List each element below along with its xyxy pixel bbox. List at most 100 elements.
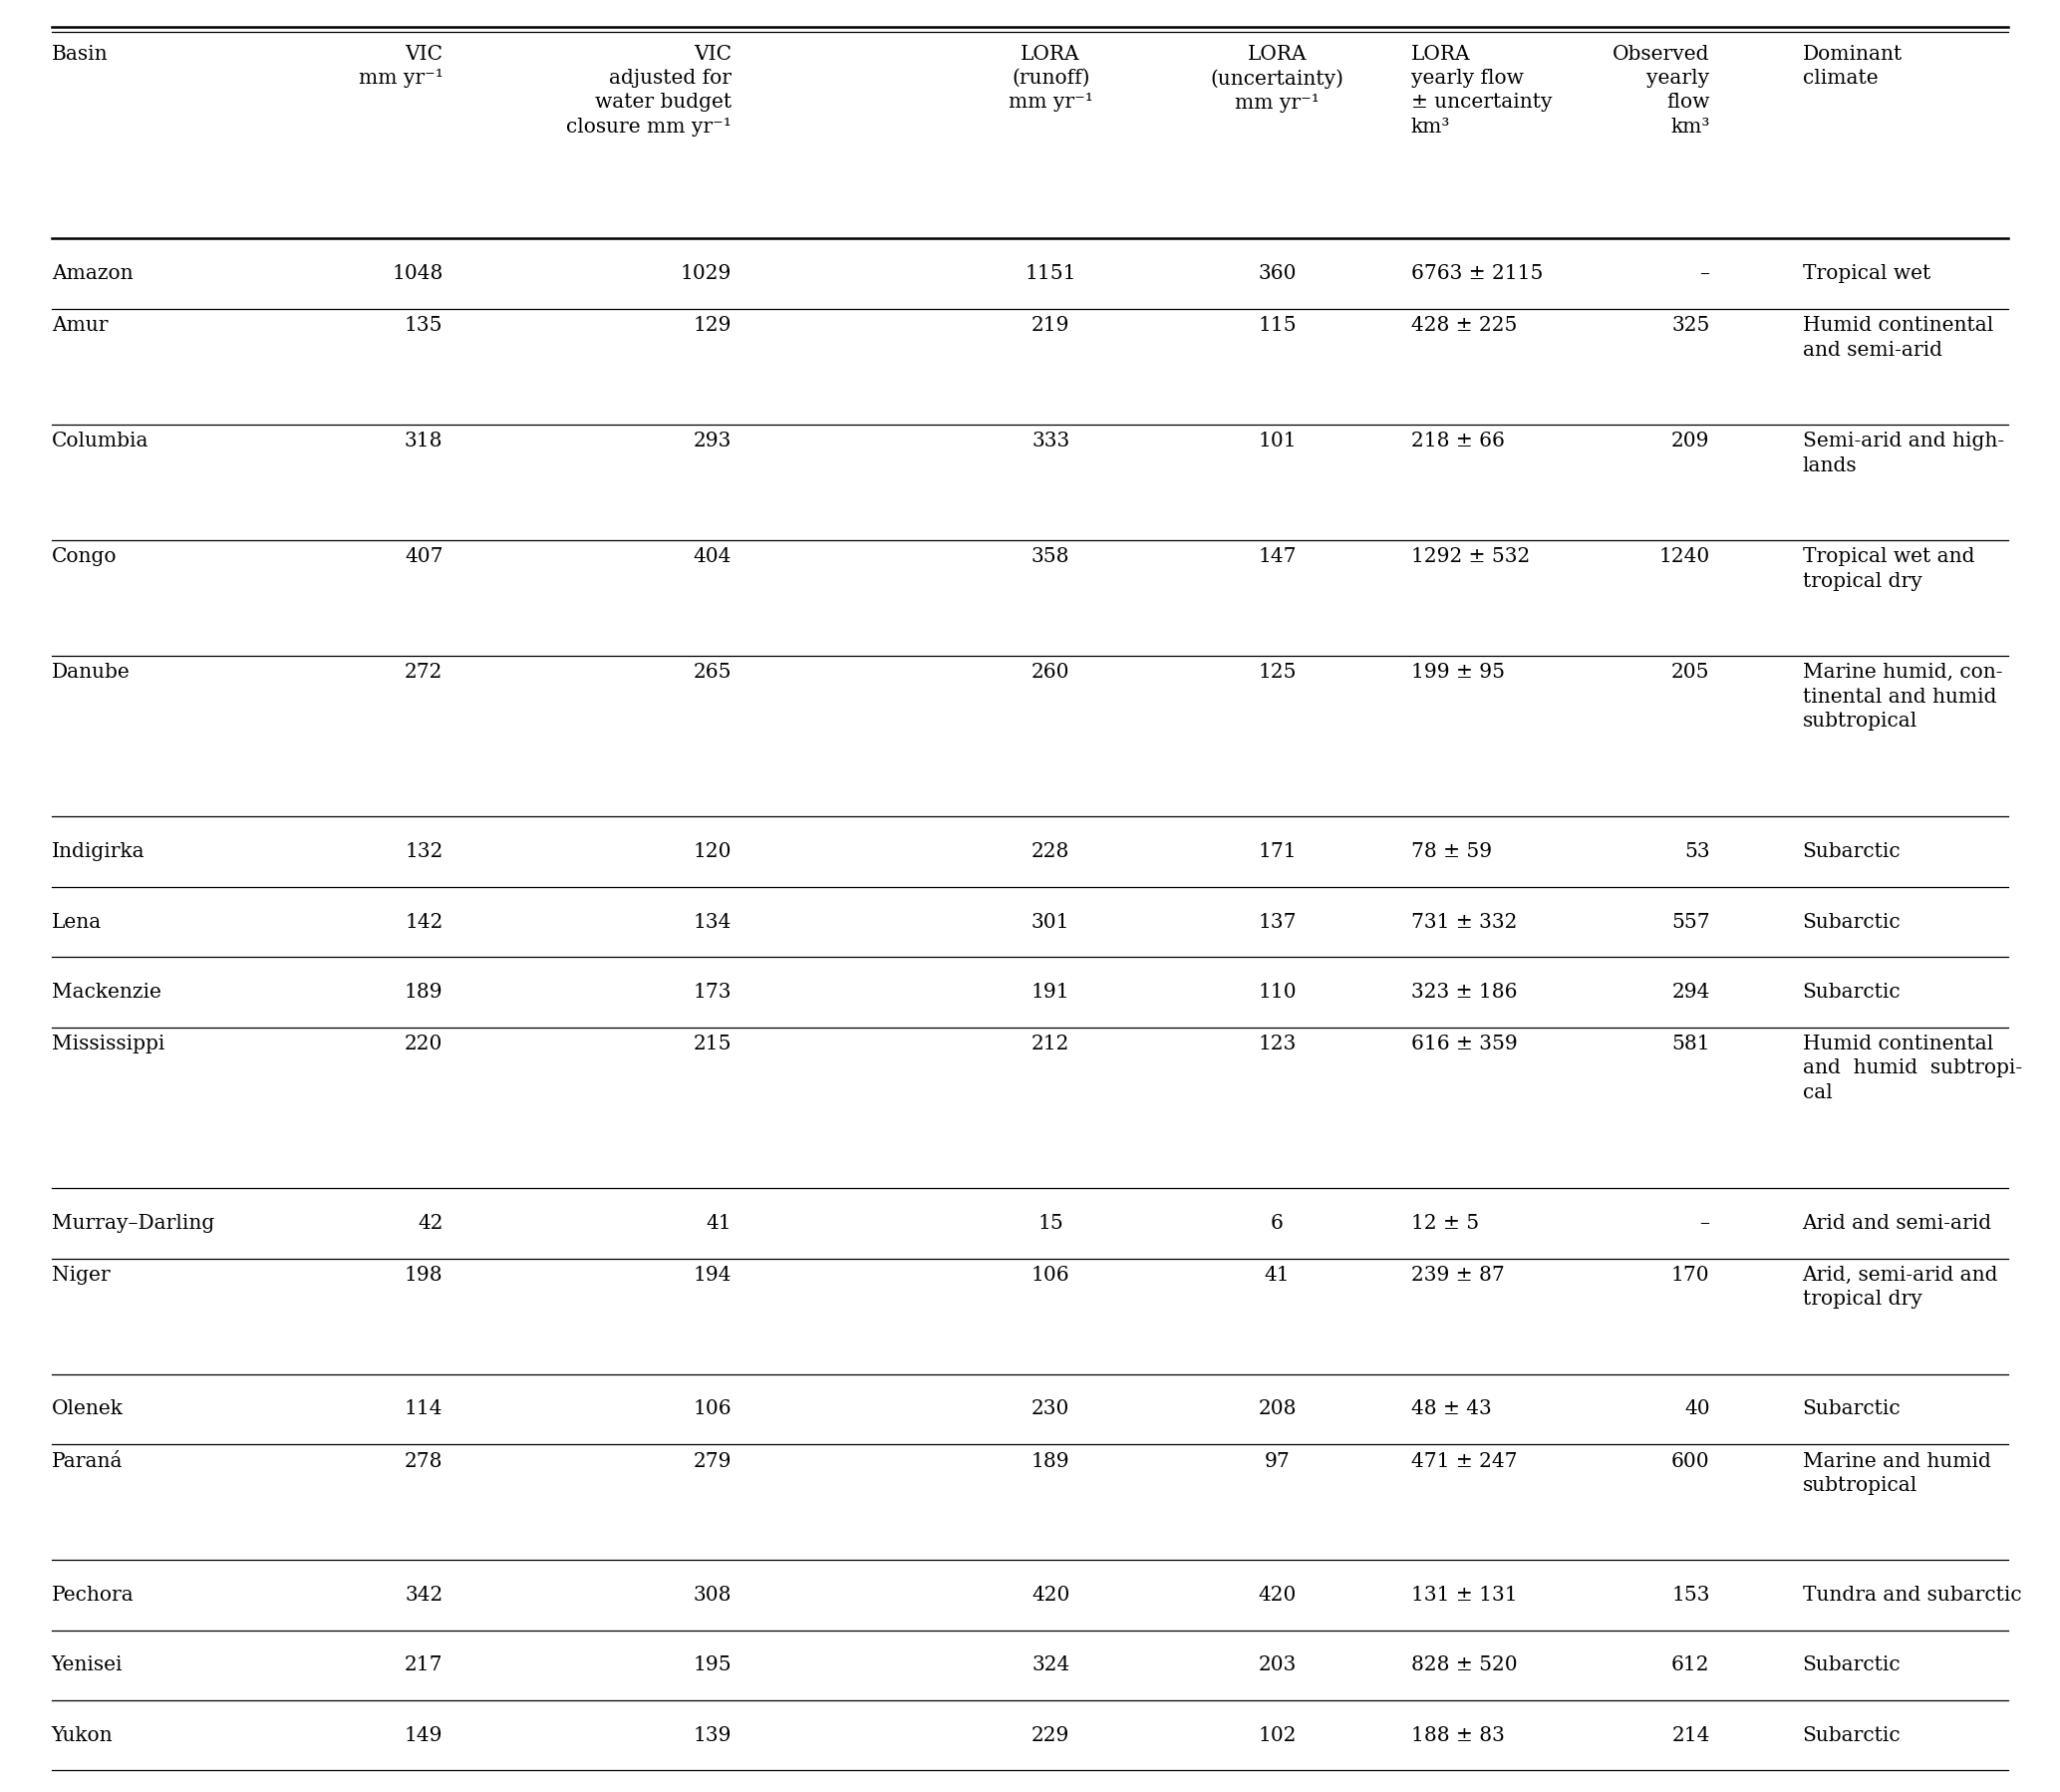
Text: 12 ± 5: 12 ± 5 bbox=[1411, 1213, 1479, 1233]
Text: 199 ± 95: 199 ± 95 bbox=[1411, 663, 1504, 683]
Text: Paraná: Paraná bbox=[52, 1452, 124, 1471]
Text: 828 ± 520: 828 ± 520 bbox=[1411, 1656, 1518, 1676]
Text: Subarctic: Subarctic bbox=[1802, 1400, 1901, 1419]
Text: –: – bbox=[1700, 265, 1710, 283]
Text: 407: 407 bbox=[404, 548, 443, 566]
Text: Yukon: Yukon bbox=[52, 1726, 113, 1745]
Text: 6763 ± 2115: 6763 ± 2115 bbox=[1411, 265, 1543, 283]
Text: 42: 42 bbox=[418, 1213, 443, 1233]
Text: 209: 209 bbox=[1671, 432, 1710, 452]
Text: 325: 325 bbox=[1671, 317, 1710, 335]
Text: 324: 324 bbox=[1032, 1656, 1069, 1676]
Text: 120: 120 bbox=[692, 842, 731, 862]
Text: 114: 114 bbox=[404, 1400, 443, 1419]
Text: Yenisei: Yenisei bbox=[52, 1656, 124, 1676]
Text: 294: 294 bbox=[1671, 982, 1710, 1002]
Text: 260: 260 bbox=[1032, 663, 1069, 683]
Text: 420: 420 bbox=[1259, 1586, 1296, 1604]
Text: 131 ± 131: 131 ± 131 bbox=[1411, 1586, 1518, 1604]
Text: 360: 360 bbox=[1259, 265, 1296, 283]
Text: 557: 557 bbox=[1671, 912, 1710, 932]
Text: 1151: 1151 bbox=[1026, 265, 1075, 283]
Text: 48 ± 43: 48 ± 43 bbox=[1411, 1400, 1491, 1419]
Text: LORA
(runoff)
mm yr⁻¹: LORA (runoff) mm yr⁻¹ bbox=[1007, 45, 1094, 111]
Text: 106: 106 bbox=[692, 1400, 731, 1419]
Text: Semi-arid and high-
lands: Semi-arid and high- lands bbox=[1802, 432, 2004, 475]
Text: 153: 153 bbox=[1671, 1586, 1710, 1604]
Text: Arid, semi-arid and
tropical dry: Arid, semi-arid and tropical dry bbox=[1802, 1265, 1998, 1310]
Text: 333: 333 bbox=[1032, 432, 1069, 452]
Text: 215: 215 bbox=[692, 1034, 731, 1054]
Text: 40: 40 bbox=[1685, 1400, 1710, 1419]
Text: 188 ± 83: 188 ± 83 bbox=[1411, 1726, 1504, 1745]
Text: 149: 149 bbox=[404, 1726, 443, 1745]
Text: Amazon: Amazon bbox=[52, 265, 132, 283]
Text: Olenek: Olenek bbox=[52, 1400, 124, 1419]
Text: 301: 301 bbox=[1032, 912, 1069, 932]
Text: 205: 205 bbox=[1671, 663, 1710, 683]
Text: 123: 123 bbox=[1259, 1034, 1296, 1054]
Text: 212: 212 bbox=[1032, 1034, 1069, 1054]
Text: 170: 170 bbox=[1671, 1265, 1710, 1285]
Text: LORA
(uncertainty)
mm yr⁻¹: LORA (uncertainty) mm yr⁻¹ bbox=[1211, 45, 1343, 113]
Text: 198: 198 bbox=[404, 1265, 443, 1285]
Text: 219: 219 bbox=[1032, 317, 1069, 335]
Text: Congo: Congo bbox=[52, 548, 117, 566]
Text: 358: 358 bbox=[1032, 548, 1069, 566]
Text: 139: 139 bbox=[692, 1726, 731, 1745]
Text: 189: 189 bbox=[404, 982, 443, 1002]
Text: 471 ± 247: 471 ± 247 bbox=[1411, 1452, 1518, 1471]
Text: 1048: 1048 bbox=[391, 265, 443, 283]
Text: Marine and humid
subtropical: Marine and humid subtropical bbox=[1802, 1452, 1990, 1495]
Text: 229: 229 bbox=[1032, 1726, 1069, 1745]
Text: 134: 134 bbox=[692, 912, 731, 932]
Text: 171: 171 bbox=[1259, 842, 1296, 862]
Text: 228: 228 bbox=[1032, 842, 1069, 862]
Text: 279: 279 bbox=[692, 1452, 731, 1471]
Text: Indigirka: Indigirka bbox=[52, 842, 144, 862]
Text: 218 ± 66: 218 ± 66 bbox=[1411, 432, 1504, 452]
Text: 135: 135 bbox=[404, 317, 443, 335]
Text: 41: 41 bbox=[1265, 1265, 1290, 1285]
Text: 239 ± 87: 239 ± 87 bbox=[1411, 1265, 1504, 1285]
Text: Humid continental
and semi-arid: Humid continental and semi-arid bbox=[1802, 317, 1994, 360]
Text: Pechora: Pechora bbox=[52, 1586, 134, 1604]
Text: 101: 101 bbox=[1259, 432, 1296, 452]
Text: Subarctic: Subarctic bbox=[1802, 1656, 1901, 1676]
Text: 106: 106 bbox=[1032, 1265, 1069, 1285]
Text: 278: 278 bbox=[404, 1452, 443, 1471]
Text: Dominant
climate: Dominant climate bbox=[1802, 45, 1903, 88]
Text: 6: 6 bbox=[1271, 1213, 1283, 1233]
Text: Niger: Niger bbox=[52, 1265, 109, 1285]
Text: 97: 97 bbox=[1265, 1452, 1290, 1471]
Text: 217: 217 bbox=[404, 1656, 443, 1676]
Text: 194: 194 bbox=[692, 1265, 731, 1285]
Text: Subarctic: Subarctic bbox=[1802, 842, 1901, 862]
Text: 293: 293 bbox=[692, 432, 731, 452]
Text: Amur: Amur bbox=[52, 317, 107, 335]
Text: Tropical wet: Tropical wet bbox=[1802, 265, 1930, 283]
Text: 137: 137 bbox=[1259, 912, 1296, 932]
Text: 102: 102 bbox=[1259, 1726, 1296, 1745]
Text: 191: 191 bbox=[1032, 982, 1069, 1002]
Text: Subarctic: Subarctic bbox=[1802, 982, 1901, 1002]
Text: 115: 115 bbox=[1259, 317, 1296, 335]
Text: 78 ± 59: 78 ± 59 bbox=[1411, 842, 1491, 862]
Text: Arid and semi-arid: Arid and semi-arid bbox=[1802, 1213, 1992, 1233]
Text: Columbia: Columbia bbox=[52, 432, 148, 452]
Text: 318: 318 bbox=[404, 432, 443, 452]
Text: Mackenzie: Mackenzie bbox=[52, 982, 161, 1002]
Text: Basin: Basin bbox=[52, 45, 107, 63]
Text: 15: 15 bbox=[1038, 1213, 1063, 1233]
Text: 230: 230 bbox=[1032, 1400, 1069, 1419]
Text: 272: 272 bbox=[404, 663, 443, 683]
Text: 342: 342 bbox=[404, 1586, 443, 1604]
Text: 323 ± 186: 323 ± 186 bbox=[1411, 982, 1518, 1002]
Text: 1029: 1029 bbox=[680, 265, 731, 283]
Text: 1240: 1240 bbox=[1658, 548, 1710, 566]
Text: Observed
yearly
flow
km³: Observed yearly flow km³ bbox=[1613, 45, 1710, 136]
Text: VIC
mm yr⁻¹: VIC mm yr⁻¹ bbox=[358, 45, 443, 88]
Text: Subarctic: Subarctic bbox=[1802, 1726, 1901, 1745]
Text: –: – bbox=[1700, 1213, 1710, 1233]
Text: 731 ± 332: 731 ± 332 bbox=[1411, 912, 1516, 932]
